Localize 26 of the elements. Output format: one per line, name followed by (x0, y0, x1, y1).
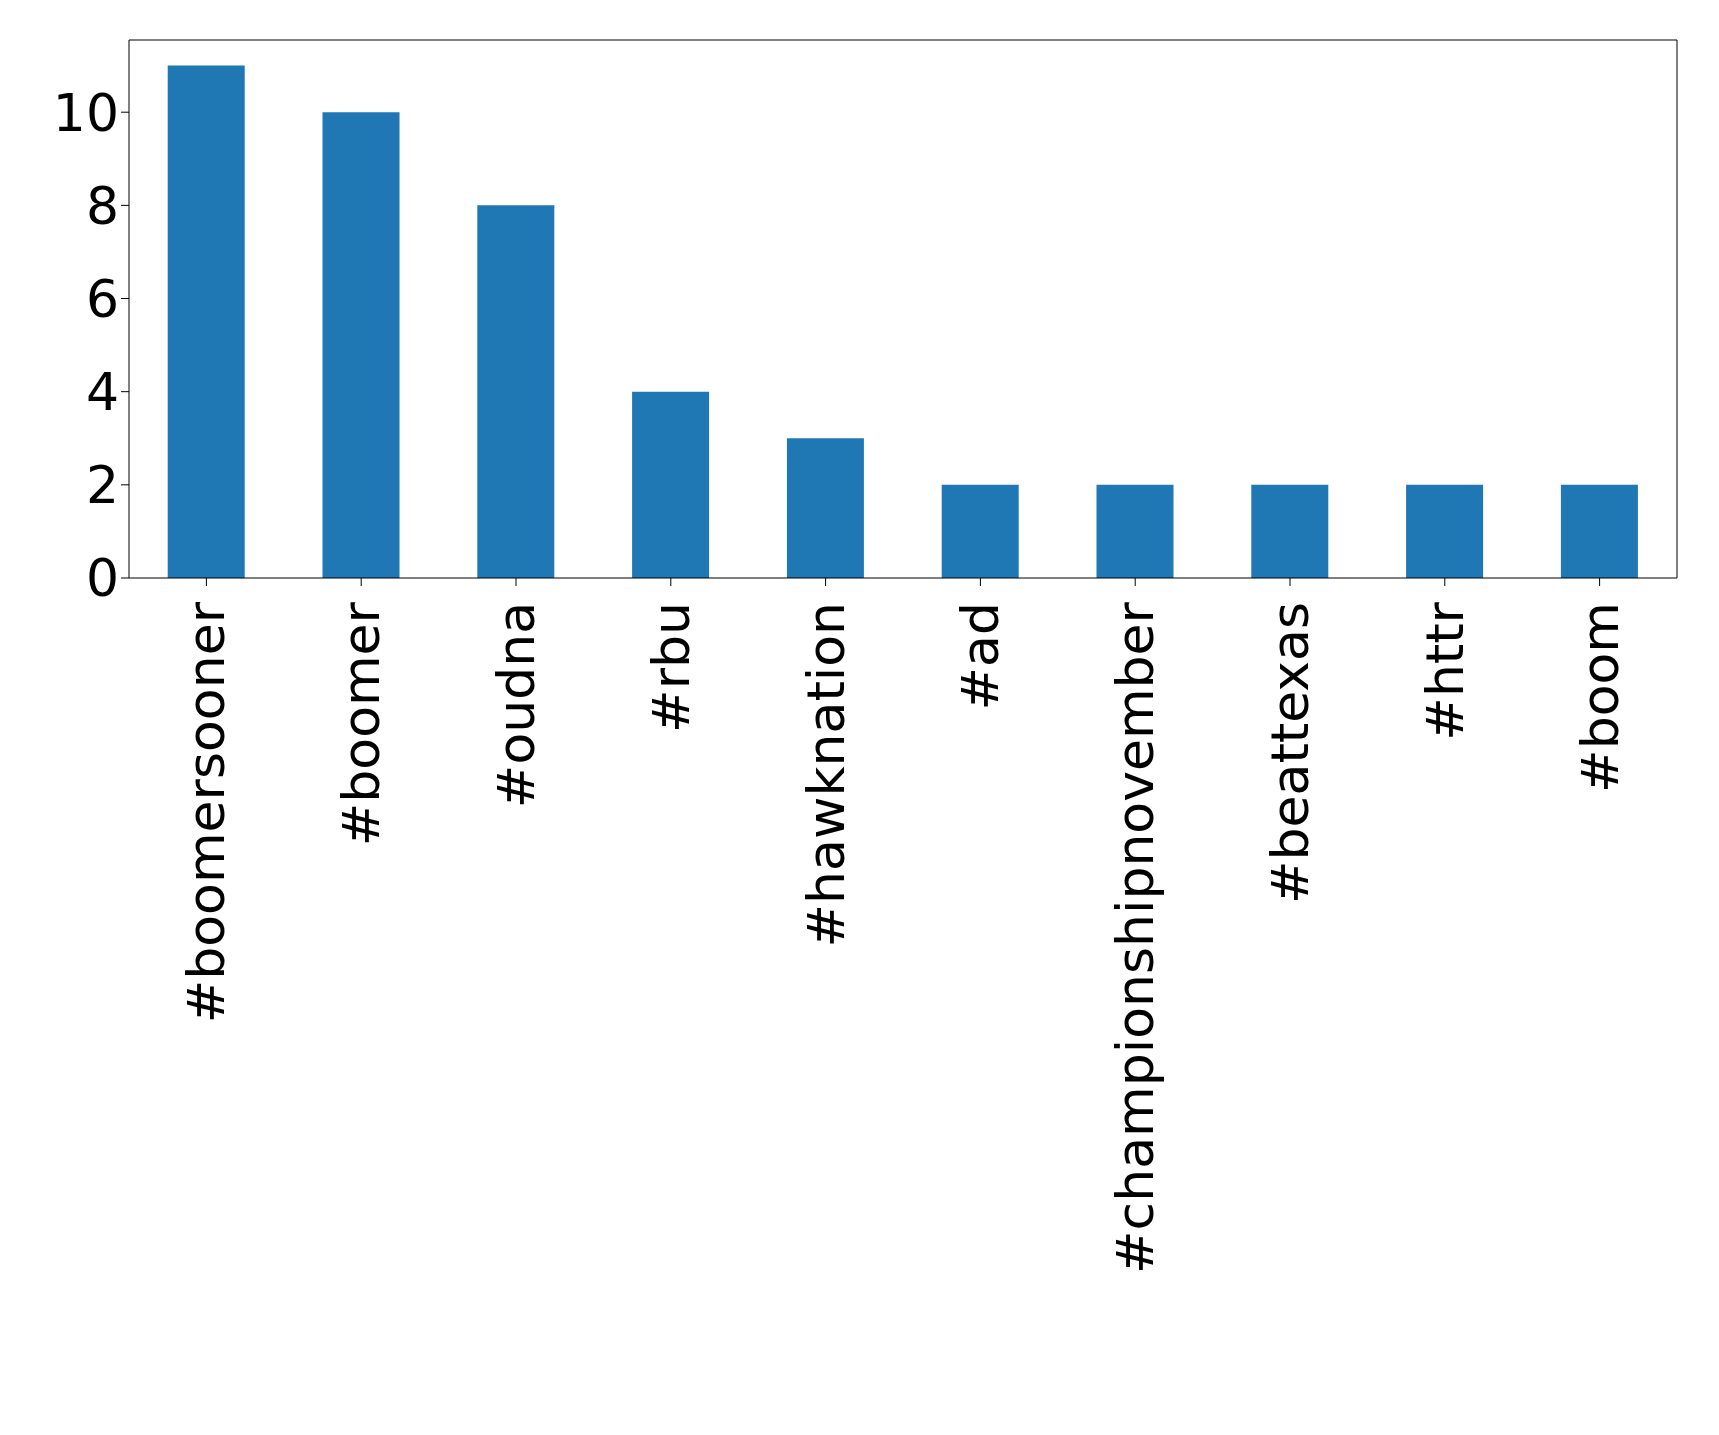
bar (477, 205, 555, 578)
y-tick-label: 6 (85, 268, 119, 329)
bar (941, 484, 1019, 578)
x-tick-label: #championshipnovember (1105, 601, 1166, 1274)
x-tick-label: #rbu (640, 602, 701, 733)
bar (632, 391, 710, 578)
x-tick-label: #boomer (331, 601, 392, 847)
x-tick-label: #oudna (486, 602, 546, 809)
bar (1096, 484, 1174, 578)
x-tick-label: #httr (1414, 601, 1475, 741)
x-tick-label: #ad (950, 602, 1011, 711)
bar (322, 112, 400, 578)
y-tick-label: 2 (85, 455, 119, 516)
bar (1560, 484, 1638, 578)
y-tick-label: 4 (85, 362, 119, 423)
y-tick-label: 8 (85, 175, 119, 236)
x-tick-label: #hawknation (795, 602, 856, 948)
x-tick-label: #beattexas (1260, 602, 1320, 905)
bar (786, 438, 864, 578)
bar (1406, 484, 1484, 578)
y-tick-label: 10 (52, 82, 119, 143)
x-tick-label: #boomersooner (176, 601, 237, 1024)
bar (1251, 484, 1329, 578)
x-tick-label: #boom (1569, 602, 1630, 793)
bar (167, 65, 245, 578)
y-tick-label: 0 (85, 548, 119, 609)
